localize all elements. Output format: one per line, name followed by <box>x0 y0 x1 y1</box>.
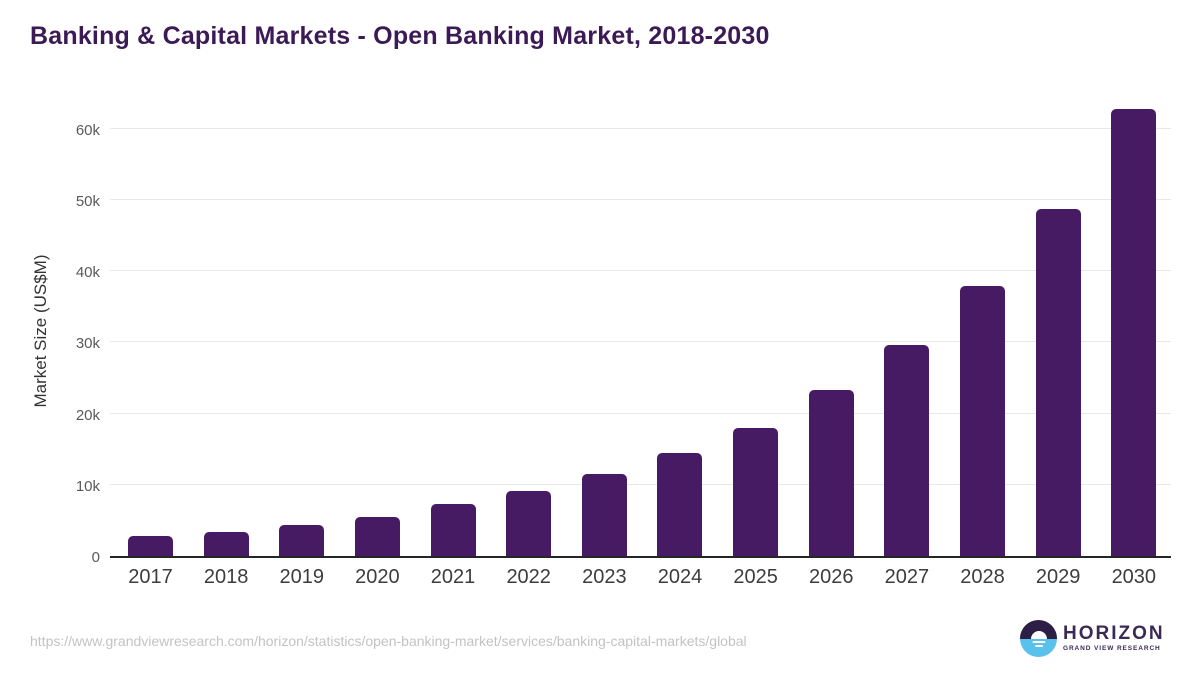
bar-2028 <box>960 286 1006 556</box>
x-tick-label-2026: 2026 <box>809 566 854 588</box>
y-tick-label-40k: 40k <box>75 264 100 282</box>
bar-2023 <box>581 473 627 556</box>
gridline-40k <box>110 270 1171 272</box>
x-tick-label-2020: 2020 <box>355 566 400 588</box>
horizon-sun-icon <box>1020 620 1057 657</box>
logo-reflection-line <box>1032 640 1045 643</box>
gridline-30k <box>110 341 1171 343</box>
logo-sub-brand: GRAND VIEW RESEARCH <box>1063 645 1161 652</box>
gridline-10k <box>110 483 1171 485</box>
x-tick-label-2017: 2017 <box>128 566 173 588</box>
bar-2022 <box>506 490 552 556</box>
x-tick-label-2023: 2023 <box>582 566 627 588</box>
logo-sun-shape <box>1030 630 1047 639</box>
y-tick-label-60k: 60k <box>75 121 100 139</box>
x-tick-label-2025: 2025 <box>733 566 778 588</box>
x-tick-label-2019: 2019 <box>279 566 325 588</box>
source-url-text: https://www.grandviewresearch.com/horizo… <box>30 633 747 649</box>
horizon-logo: HORIZON GRAND VIEW RESEARCH <box>1020 620 1170 660</box>
y-tick-label-30k: 30k <box>75 335 100 353</box>
x-tick-label-2018: 2018 <box>203 566 249 588</box>
x-tick-label-2030: 2030 <box>1111 566 1157 588</box>
x-tick-label-2021: 2021 <box>430 566 476 588</box>
bar-2027 <box>884 344 930 556</box>
x-tick-label-2024: 2024 <box>657 566 703 588</box>
logo-sea-half <box>1020 638 1057 657</box>
page-title: Banking & Capital Markets - Open Banking… <box>30 22 770 50</box>
bar-2024 <box>657 453 703 556</box>
y-tick-label-50k: 50k <box>75 192 100 210</box>
logo-reflection-line <box>1034 644 1043 647</box>
bar-2030 <box>1111 108 1157 556</box>
gridline-20k <box>110 412 1171 414</box>
bar-2018 <box>203 531 249 556</box>
bar-2021 <box>430 504 476 556</box>
x-tick-label-2029: 2029 <box>1035 566 1081 588</box>
bar-2025 <box>733 427 779 556</box>
plot-area: 0 10k 20k 30k 40k 50k 60k 2017 2018 2019 2020 2021 2… <box>76 105 1171 588</box>
x-tick-label-2022: 2022 <box>506 566 551 588</box>
gridline-50k <box>110 198 1171 200</box>
x-tick-label-2028: 2028 <box>960 566 1005 588</box>
y-tick-label-20k: 20k <box>75 406 100 424</box>
logo-sky-half <box>1020 620 1057 639</box>
bar-2020 <box>354 516 400 556</box>
gridline-60k <box>110 127 1171 129</box>
y-tick-label-10k: 10k <box>75 477 100 495</box>
bar-2029 <box>1035 209 1081 556</box>
logo-brand-name: HORIZON <box>1063 623 1165 644</box>
bar-2017 <box>128 536 173 556</box>
bar-2026 <box>808 390 854 556</box>
bar-2019 <box>279 525 325 556</box>
x-tick-label-2027: 2027 <box>884 566 930 588</box>
logo-text-block: HORIZON GRAND VIEW RESEARCH <box>1063 623 1165 652</box>
y-tick-label-0: 0 <box>91 549 100 566</box>
